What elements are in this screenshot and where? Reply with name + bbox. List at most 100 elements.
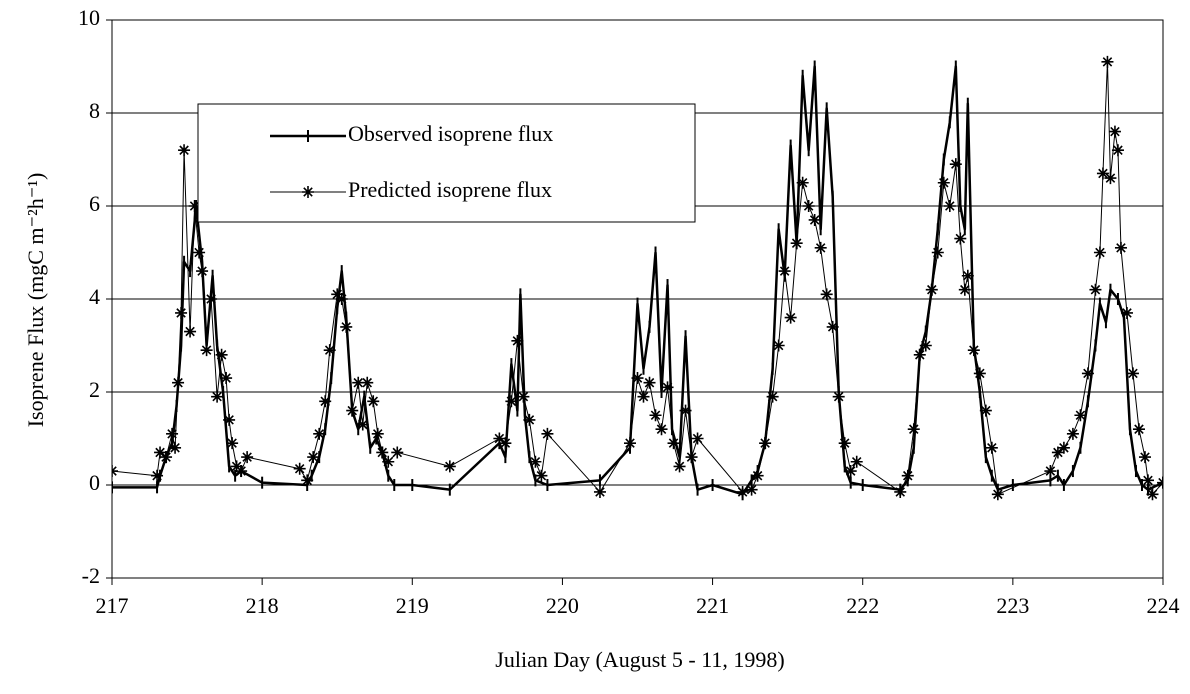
marker-asterisk: [1057, 441, 1070, 454]
marker-asterisk: [293, 462, 306, 475]
x-tick-label: 222: [846, 593, 879, 618]
marker-asterisk: [241, 451, 254, 464]
legend-box: [197, 103, 696, 223]
marker-asterisk: [205, 293, 218, 305]
marker-asterisk: [907, 423, 920, 436]
marker-asterisk: [331, 288, 344, 301]
marker-asterisk: [376, 446, 389, 459]
x-tick-label: 223: [996, 593, 1029, 618]
marker-asterisk: [967, 344, 980, 357]
marker-asterisk: [673, 460, 686, 473]
marker-asterisk: [901, 469, 914, 482]
marker-asterisk: [655, 423, 668, 436]
marker-asterisk: [826, 320, 839, 333]
y-tick-label: 4: [89, 284, 100, 309]
marker-asterisk: [643, 376, 656, 389]
marker-asterisk: [235, 465, 248, 478]
marker-asterisk: [511, 334, 524, 347]
y-tick-label: 8: [89, 98, 100, 123]
marker-asterisk: [335, 293, 348, 305]
marker-asterisk: [226, 437, 239, 450]
marker-asterisk: [215, 348, 228, 361]
plot-frame: [111, 19, 1164, 579]
x-tick-label: 218: [246, 593, 279, 618]
marker-asterisk: [937, 176, 950, 189]
x-tick-label: 217: [96, 593, 129, 618]
y-tick-label: 10: [78, 5, 100, 30]
marker-asterisk: [623, 437, 636, 450]
marker-asterisk: [1120, 306, 1133, 319]
marker-asterisk: [346, 404, 359, 417]
marker-asterisk: [766, 390, 779, 403]
marker-asterisk: [759, 437, 772, 450]
marker-asterisk: [371, 427, 384, 440]
marker-asterisk: [958, 283, 971, 296]
marker-asterisk: [382, 455, 395, 468]
marker-asterisk: [913, 348, 926, 361]
marker-asterisk: [178, 144, 191, 157]
marker-asterisk: [784, 311, 797, 324]
marker-asterisk: [679, 404, 692, 417]
marker-asterisk: [1108, 125, 1121, 138]
marker-asterisk: [637, 390, 650, 403]
marker-asterisk: [196, 265, 209, 278]
x-tick-label: 220: [546, 593, 579, 618]
marker-asterisk: [172, 376, 185, 389]
marker-asterisk: [200, 344, 213, 357]
y-axis-label: Isoprene Flux (mgC m⁻²h⁻¹): [23, 173, 48, 428]
marker-asterisk: [844, 465, 857, 478]
marker-asterisk: [1157, 476, 1163, 489]
marker-asterisk: [1066, 427, 1079, 440]
marker-asterisk: [307, 451, 320, 464]
marker-asterisk: [443, 460, 456, 473]
y-tick-label: 0: [89, 470, 100, 495]
marker-asterisk: [808, 213, 821, 226]
marker-asterisk: [1096, 167, 1109, 180]
marker-asterisk: [1044, 465, 1057, 478]
marker-asterisk: [1132, 423, 1145, 436]
x-tick-label: 221: [696, 593, 729, 618]
marker-asterisk: [979, 404, 992, 417]
marker-asterisk: [523, 413, 536, 426]
marker-asterisk: [211, 390, 224, 403]
marker-asterisk: [736, 485, 749, 498]
marker-asterisk: [361, 376, 374, 389]
marker-asterisk: [1141, 474, 1154, 487]
marker-asterisk: [529, 455, 542, 468]
marker-asterisk: [850, 455, 863, 468]
marker-asterisk: [1138, 451, 1151, 464]
marker-asterisk: [391, 446, 404, 459]
marker-asterisk: [220, 372, 233, 385]
x-axis-label: Julian Day (August 5 - 11, 1998): [495, 647, 784, 672]
marker-asterisk: [193, 246, 206, 259]
marker-asterisk: [973, 367, 986, 380]
marker-asterisk: [685, 451, 698, 464]
marker-asterisk: [943, 200, 956, 212]
marker-asterisk: [169, 441, 182, 454]
marker-asterisk: [301, 474, 314, 487]
marker-asterisk: [323, 344, 336, 357]
legend-marker: [302, 186, 314, 198]
marker-asterisk: [772, 339, 785, 352]
marker-asterisk: [796, 176, 809, 189]
marker-asterisk: [961, 269, 974, 282]
marker-asterisk: [661, 381, 674, 394]
marker-asterisk: [1111, 144, 1124, 157]
marker-asterisk: [367, 395, 380, 408]
marker-asterisk: [1089, 283, 1102, 296]
marker-asterisk: [1093, 246, 1106, 259]
marker-asterisk: [223, 413, 236, 426]
x-tick-label: 219: [396, 593, 429, 618]
marker-asterisk: [1126, 367, 1139, 380]
marker-asterisk: [1146, 488, 1159, 501]
marker-asterisk: [1081, 367, 1094, 380]
y-tick-label: -2: [82, 563, 100, 588]
y-tick-label: 2: [89, 377, 100, 402]
marker-asterisk: [175, 306, 188, 319]
marker-asterisk: [1114, 241, 1127, 254]
marker-asterisk: [919, 339, 932, 352]
marker-asterisk: [352, 376, 365, 389]
y-tick-label: 6: [89, 191, 100, 216]
marker-asterisk: [1101, 55, 1114, 68]
legend-label: Observed isoprene flux: [348, 121, 553, 146]
